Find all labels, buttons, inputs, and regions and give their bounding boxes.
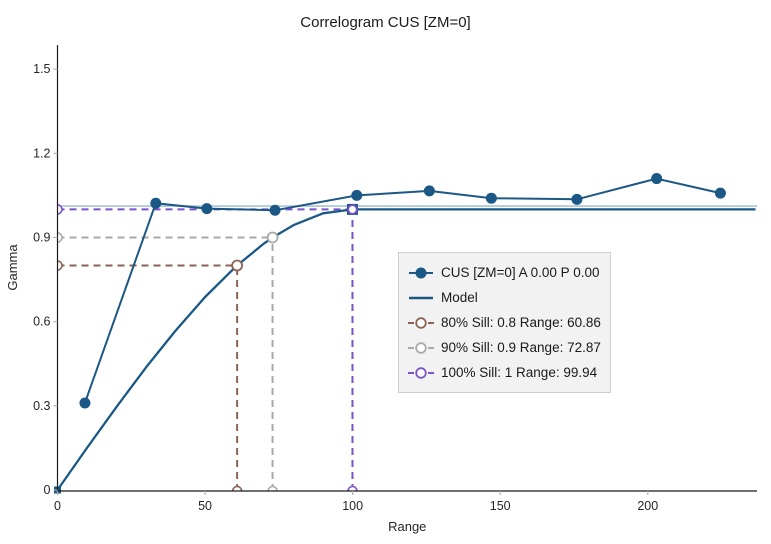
legend: CUS [ZM=0] A 0.00 P 0.00 Model 80% Sill:…	[398, 252, 611, 393]
series-point	[351, 189, 363, 201]
legend-item-label: Model	[441, 290, 478, 305]
sill-80-marker-icon	[408, 316, 434, 329]
axis-arc-marker	[267, 485, 278, 492]
legend-item-label: CUS [ZM=0] A 0.00 P 0.00	[441, 265, 600, 280]
legend-item-model: Model	[408, 287, 602, 308]
series-point	[79, 397, 91, 409]
axis-arc-marker	[347, 485, 358, 492]
series-point	[423, 185, 435, 197]
series-point	[150, 197, 162, 209]
x-axis-title: Range	[388, 519, 426, 534]
sill-point-marker	[231, 259, 244, 272]
x-tick-label: 50	[198, 499, 212, 513]
y-tick-label: 0.9	[33, 230, 50, 244]
sill-100-marker-icon	[408, 366, 434, 379]
y-tick-label: 0.6	[33, 315, 50, 329]
axis-arc-marker	[57, 204, 63, 215]
y-axis-title: Gamma	[5, 244, 20, 291]
legend-item-label: 100% Sill: 1 Range: 99.94	[441, 365, 598, 380]
y-tick-label: 0.3	[33, 399, 50, 413]
legend-item-label: 80% Sill: 0.8 Range: 60.86	[441, 315, 601, 330]
x-tick-label: 200	[637, 499, 658, 513]
axis-arc-marker	[57, 232, 63, 243]
series-point	[485, 192, 497, 204]
series-point	[201, 203, 213, 215]
y-tick-label: 1.5	[33, 62, 50, 76]
axis-arc-marker	[57, 260, 63, 271]
y-tick-label: 0	[44, 483, 51, 497]
series-line	[83, 177, 721, 404]
y-tick-label: 1.2	[33, 146, 50, 160]
model-line-icon	[409, 296, 433, 299]
series-point	[714, 187, 726, 199]
legend-item-sill80: 80% Sill: 0.8 Range: 60.86	[408, 312, 602, 333]
series-point	[571, 193, 583, 205]
legend-item-series: CUS [ZM=0] A 0.00 P 0.00	[408, 262, 602, 283]
sill-point-marker	[266, 231, 279, 244]
x-tick-label: 100	[342, 499, 363, 513]
axis-arc-marker	[231, 485, 243, 492]
chart-title: Correlogram CUS [ZM=0]	[300, 14, 471, 31]
series-point	[651, 173, 663, 185]
legend-item-label: 90% Sill: 0.9 Range: 72.87	[441, 340, 601, 355]
sill-point-marker	[347, 204, 358, 215]
legend-item-sill90: 90% Sill: 0.9 Range: 72.87	[408, 337, 602, 358]
series-marker-icon	[409, 267, 433, 278]
x-tick-label: 150	[490, 499, 511, 513]
legend-item-sill100: 100% Sill: 1 Range: 99.94	[408, 362, 602, 383]
series-point	[269, 204, 281, 216]
sill-90-marker-icon	[408, 341, 434, 354]
x-tick-label: 0	[54, 499, 61, 513]
